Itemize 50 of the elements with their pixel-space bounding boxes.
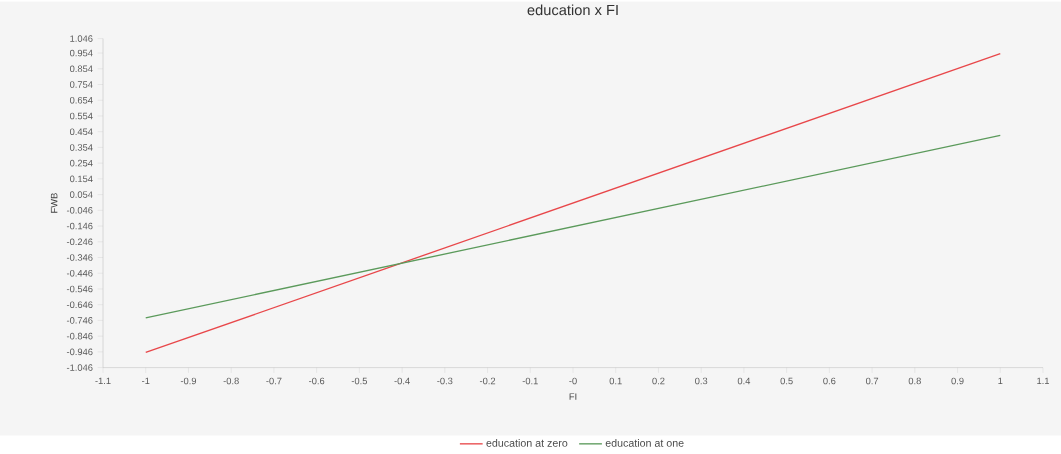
y-tick-label: 0.054: [69, 191, 93, 198]
y-tick-label: 0.854: [69, 65, 93, 73]
x-tick-label: -0.1: [522, 377, 538, 385]
x-tick-label: 1.1: [1037, 377, 1050, 385]
x-tick-label: 0.6: [823, 377, 836, 385]
y-tick-label: 0.354: [69, 144, 93, 151]
chart-title: education x FI: [527, 4, 618, 16]
y-tick-label: 0.454: [69, 128, 93, 135]
x-tick-label: -0.5: [351, 377, 368, 385]
x-tick-label: -0.8: [223, 377, 239, 385]
x-tick-label: -0.4: [394, 377, 410, 385]
x-tick-label: 0.9: [951, 377, 964, 385]
x-axis-title: FI: [569, 393, 577, 400]
y-tick-label: -0.946: [66, 348, 93, 356]
y-tick-label: -0.146: [66, 222, 93, 230]
x-tick-label: -0.6: [309, 377, 325, 385]
x-tick-label: -0.2: [479, 377, 496, 385]
y-tick-label: 0.154: [69, 175, 93, 183]
y-tick-label: -0.746: [66, 317, 93, 324]
x-tick-label: -0.7: [266, 377, 282, 385]
x-tick-label: 0.5: [780, 377, 793, 385]
y-tick-label: -1.046: [66, 364, 93, 371]
x-tick-label: 1: [998, 377, 1003, 385]
y-tick-label: -0.246: [66, 238, 93, 246]
y-tick-label: 0.954: [69, 49, 93, 57]
y-tick-label: -0.646: [66, 301, 93, 308]
y-tick-label: -0.446: [66, 269, 93, 277]
x-tick-label: 0.2: [652, 377, 665, 385]
y-axis-title: FWB: [50, 193, 58, 213]
x-tick-label: 0.1: [609, 377, 622, 385]
x-tick-label: -0.9: [180, 377, 197, 385]
x-tick-label: -0.3: [437, 377, 453, 385]
y-tick-label: -0.546: [66, 285, 93, 293]
legend-label: education at zero: [486, 438, 568, 447]
legend-label: education at one: [605, 438, 684, 447]
x-tick-label: 0.8: [908, 377, 921, 385]
y-tick-label: -0.046: [66, 207, 93, 214]
x-tick-label: -1.1: [95, 377, 111, 385]
y-tick-label: 0.654: [69, 96, 93, 104]
y-tick-label: 0.754: [69, 81, 93, 88]
x-tick-label: -0: [569, 377, 577, 385]
x-tick-label: 0.3: [695, 377, 708, 385]
y-tick-label: 0.554: [69, 112, 93, 120]
x-tick-label: 0.7: [865, 377, 879, 385]
y-tick-label: -0.346: [66, 254, 93, 261]
x-tick-label: 0.4: [737, 377, 751, 385]
y-tick-label: 1.046: [70, 35, 93, 42]
x-tick-label: -1: [142, 377, 150, 385]
y-tick-label: -0.846: [66, 332, 93, 340]
y-tick-label: 0.254: [69, 159, 93, 167]
